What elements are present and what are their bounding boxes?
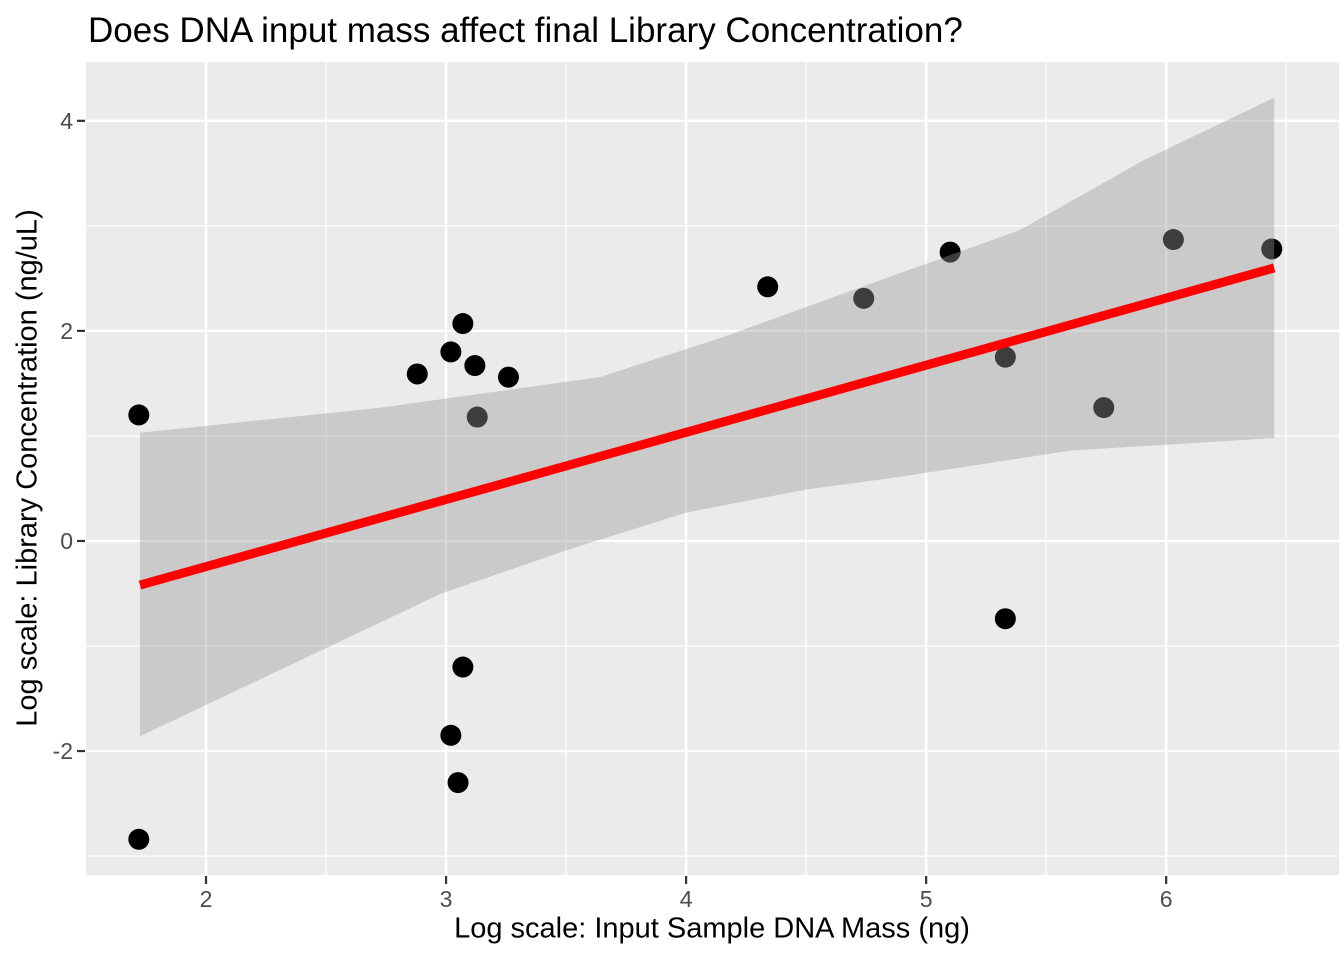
data-point	[452, 656, 474, 678]
data-point	[406, 363, 428, 385]
data-point	[757, 276, 779, 298]
data-point	[440, 724, 462, 746]
data-point	[1162, 229, 1184, 251]
y-tick-label: 2	[60, 318, 73, 344]
data-point	[128, 828, 150, 850]
panel-background	[86, 62, 1339, 875]
x-tick-label: 4	[680, 886, 693, 912]
data-point	[994, 608, 1016, 630]
data-point	[994, 346, 1016, 368]
y-tick-label: 0	[60, 528, 73, 554]
data-point	[128, 404, 150, 426]
data-point	[466, 406, 488, 428]
data-point	[1261, 238, 1283, 260]
data-point	[440, 341, 462, 363]
confidence-band	[140, 97, 1275, 737]
x-axis-title: Log scale: Input Sample DNA Mass (ng)	[454, 912, 970, 945]
data-point	[939, 241, 961, 263]
y-tick-label: -2	[53, 738, 73, 764]
x-tick-label: 6	[1160, 886, 1173, 912]
trend-line	[138, 263, 1276, 590]
y-tick-label: 4	[60, 108, 73, 134]
x-tick-label: 2	[200, 886, 213, 912]
chart-title: Does DNA input mass affect final Library…	[88, 11, 963, 50]
data-point	[497, 366, 519, 388]
x-tick-label: 3	[440, 886, 453, 912]
y-axis-title: Log scale: Library Concentration (ng/uL)	[11, 209, 44, 727]
data-point	[1093, 397, 1115, 419]
x-tick-label: 5	[920, 886, 933, 912]
data-point	[447, 772, 469, 794]
data-point	[452, 313, 474, 335]
data-point	[853, 287, 875, 309]
data-point	[464, 355, 486, 377]
